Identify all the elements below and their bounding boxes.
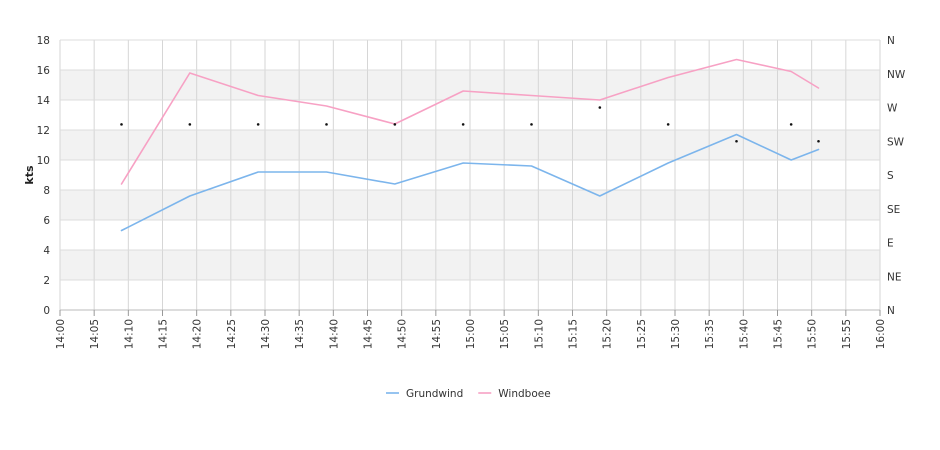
legend-label: Grundwind <box>406 388 463 400</box>
direction-tick-label: E <box>887 238 894 250</box>
y-tick-label: 0 <box>43 305 50 317</box>
direction-axis-ticks: N NE E SE S SW W NW N <box>887 35 906 317</box>
y-tick-label: 16 <box>37 65 51 77</box>
direction-marker <box>666 123 670 126</box>
y-tick-label: 14 <box>37 95 51 107</box>
x-tick-label: 14:55 <box>431 319 443 349</box>
x-tick-label: 14:35 <box>294 319 306 349</box>
y-tick-label: 18 <box>37 35 50 47</box>
direction-marker <box>817 139 820 143</box>
x-tick-label: 14:25 <box>226 319 238 349</box>
x-tick-label: 14:45 <box>363 319 375 349</box>
x-tick-label: 15:20 <box>602 319 614 349</box>
x-tick-label: 14:50 <box>397 319 409 349</box>
x-tick-label: 15:25 <box>636 319 648 349</box>
x-axis-ticks: 14:00 14:05 14:10 14:15 14:20 14:25 14:30 14:35… <box>55 310 887 349</box>
direction-tick-label: W <box>887 103 898 115</box>
direction-tick-label: N <box>887 35 895 47</box>
y-tick-label: 2 <box>43 275 50 287</box>
direction-marker <box>461 123 465 126</box>
direction-markers <box>120 106 820 143</box>
direction-tick-label: SW <box>887 136 905 148</box>
direction-tick-label: SE <box>887 204 900 216</box>
x-tick-label: 15:05 <box>499 319 511 349</box>
direction-tick-label: NW <box>887 69 906 81</box>
legend-label: Windboee <box>498 388 550 400</box>
direction-marker <box>188 123 192 126</box>
direction-tick-label: N <box>887 305 895 317</box>
legend: Grundwind Windboee <box>386 388 551 400</box>
direction-tick-label: S <box>887 170 894 182</box>
direction-marker <box>120 123 123 126</box>
x-tick-label: 15:30 <box>670 319 682 349</box>
direction-marker <box>256 123 260 126</box>
x-tick-label: 15:50 <box>807 319 819 349</box>
x-tick-label: 15:45 <box>773 319 785 349</box>
series-line-grundwind <box>120 133 820 232</box>
direction-marker <box>325 123 328 126</box>
direction-marker <box>735 139 738 143</box>
x-tick-label: 15:15 <box>568 319 580 349</box>
x-tick-label: 15:40 <box>738 319 750 349</box>
x-tick-label: 14:05 <box>89 319 101 349</box>
y-axis-ticks: 0 2 4 6 8 10 12 14 16 18 <box>37 35 51 317</box>
y-tick-label: 10 <box>37 155 50 167</box>
x-tick-label: 16:00 <box>875 319 887 349</box>
x-tick-label: 14:30 <box>260 319 272 349</box>
x-tick-label: 15:10 <box>533 319 545 349</box>
x-tick-label: 15:55 <box>841 319 853 349</box>
x-tick-label: 14:00 <box>55 319 67 349</box>
y-tick-label: 6 <box>43 215 50 227</box>
x-tick-label: 14:15 <box>158 319 170 349</box>
x-tick-label: 14:40 <box>328 319 340 349</box>
x-tick-label: 15:35 <box>704 319 716 349</box>
y-tick-label: 4 <box>43 245 50 257</box>
direction-marker <box>530 123 533 126</box>
direction-marker <box>789 123 793 126</box>
y-tick-label: 8 <box>43 185 50 197</box>
series-line-windboee <box>120 58 820 185</box>
series-lines <box>120 58 820 232</box>
x-tick-label: 14:20 <box>192 319 204 349</box>
y-tick-label: 12 <box>37 125 50 137</box>
x-tick-label: 15:00 <box>465 319 477 349</box>
direction-marker <box>393 123 397 126</box>
x-tick-label: 14:10 <box>123 319 135 349</box>
direction-tick-label: NE <box>887 271 902 283</box>
direction-marker <box>598 106 602 109</box>
y-axis-title: kts <box>23 165 36 185</box>
vertical-gridlines <box>59 40 881 310</box>
